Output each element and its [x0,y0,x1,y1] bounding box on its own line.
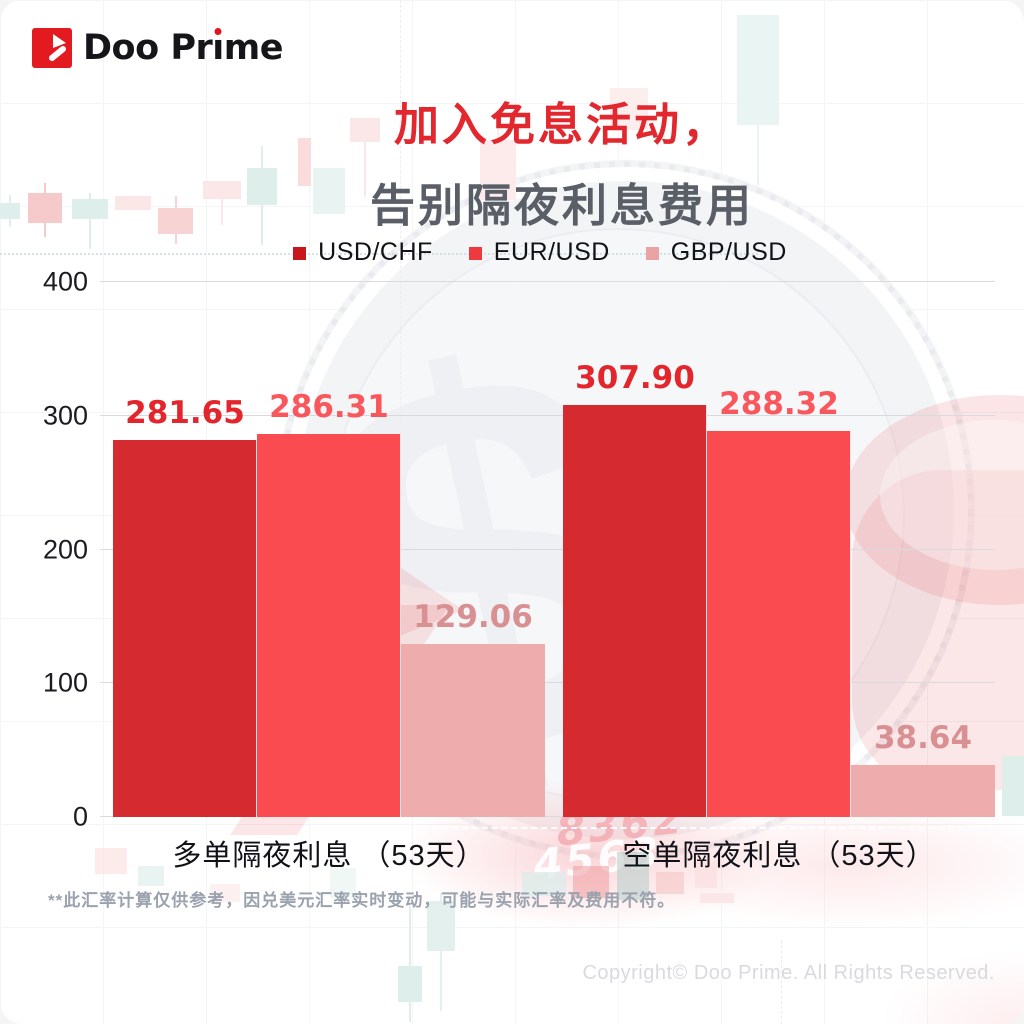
bar-usdchf-1 [563,405,707,817]
bar-usdchf-0 [113,440,257,817]
x-axis-label-long: 多单隔夜利息 （53天） [172,840,486,872]
dotted-divider [0,253,758,255]
bar-group: 307.90 288.32 38.64 [563,282,995,817]
title-line-1: 加入免息活动， [393,99,730,150]
dashed-vertical-line [781,940,782,1024]
bar-slot: 38.64 [851,282,995,817]
dashed-vertical-line [400,0,401,600]
bar-gbpusd-1 [851,765,995,817]
page-title: 加入免息活动， 告别隔夜利息费用 [100,88,1024,234]
legend-item-eurusd: EUR/USD [468,238,610,267]
red-coin-decoration [852,470,1024,790]
bar-slot: 129.06 [401,282,545,817]
candlestick-wick [9,195,11,227]
title-line-2: 告别隔夜利息费用 [369,180,754,231]
y-axis: 0 100 200 300 400 [0,267,88,832]
legend-item-usdchf: USD/CHF [293,238,433,267]
gridline [100,548,995,550]
candlestick-body [398,966,422,1002]
legend-label: GBP/USD [670,238,787,266]
doo-prime-logo: Doo Prıme [32,28,283,68]
copyright-text: Copyright© Doo Prime. All Rights Reserve… [582,962,995,984]
bar-value-label: 38.64 [873,720,973,757]
legend-label: EUR/USD [493,238,610,266]
legend-marker [645,247,659,260]
bar-value-label: 307.90 [575,360,695,397]
y-tick-label: 100 [42,667,88,698]
bar-slot: 281.65 [113,282,257,817]
bar-value-label: 288.32 [719,386,839,423]
gridline [100,682,995,684]
y-tick-label: 0 [72,801,88,832]
candlestick-body [28,193,62,223]
gridline [100,281,995,282]
chart-legend: USD/CHF EUR/USD GBP/USD [56,238,1024,267]
legend-label: USD/CHF [318,238,433,266]
legend-item-gbpusd: GBP/USD [645,238,787,267]
legend-marker [293,247,307,260]
bar-slot: 307.90 [563,282,707,817]
bar-value-label: 281.65 [125,395,245,432]
dashed-divider [432,827,1024,829]
bar-eurusd-0 [257,434,401,817]
candlestick-wick [44,183,46,237]
plot-area: 281.65 286.31 129.06 307.90 288.32 38.64 [100,281,995,817]
y-tick-label: 200 [42,534,88,564]
gridline [100,414,995,416]
x-axis-label-short: 空单隔夜利息 （53天） [622,840,936,872]
bar-group: 281.65 286.31 129.06 [113,282,545,817]
pink-glow [620,800,1024,930]
bar-value-label: 129.06 [413,599,533,636]
bar-gbpusd-0 [401,644,545,817]
gridline [100,816,995,817]
y-tick-label: 400 [42,266,88,297]
bar-slot: 288.32 [707,282,851,817]
bar-slot: 286.31 [257,282,401,817]
doo-prime-logo-text: Doo Prıme [83,28,283,68]
bar-value-label: 286.31 [269,389,389,426]
legend-marker [468,247,482,260]
disclaimer-footnote: **此汇率计算仅供参考，因兑美元汇率实时变动，可能与实际汇率及费用不符。 [48,891,676,910]
bar-eurusd-1 [707,431,851,817]
doo-prime-logo-icon [32,28,72,68]
y-tick-label: 300 [42,400,88,431]
candlestick-wick [409,906,411,1022]
candlestick-body [0,203,20,219]
logo-i-red-dot: ı [212,28,224,68]
